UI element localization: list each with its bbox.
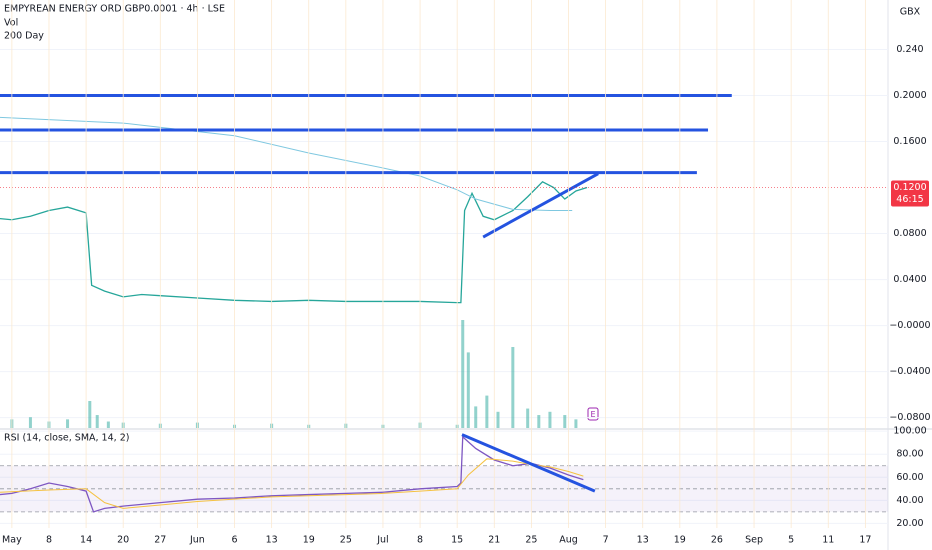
y-tick-label: 60.00 [896,472,923,483]
volume-bar [548,411,552,428]
volume-bar [574,419,578,428]
price-tag [891,180,929,207]
currency: GBX [900,7,921,18]
volume-bar [88,401,92,428]
x-tick-label: 17 [859,535,871,546]
x-tick-label: 25 [525,535,537,546]
y-tick-label: 40.00 [896,495,923,506]
x-tick-label: 27 [154,535,166,546]
volume-bar [496,411,500,428]
x-tick-label: 15 [451,535,463,546]
x-tick-label: 7 [603,535,609,546]
x-tick-label: 19 [674,535,686,546]
volume-bar [461,320,465,428]
indicator-label: 200 Day [4,31,44,42]
volume-bar [563,415,567,428]
y-tick-label: 0.0800 [893,228,926,239]
x-tick-label: Aug [559,535,578,546]
indicator-label: Vol [4,18,18,29]
y-tick-label: −0.0000 [889,320,930,331]
earnings-icon[interactable] [587,407,599,421]
series-line [0,458,584,509]
y-tick-label: 100.00 [893,426,926,437]
x-tick-label: 19 [303,535,315,546]
x-tick-label: 5 [788,535,794,546]
volume-bar [526,408,530,428]
x-tick-label: 14 [80,535,92,546]
x-tick-label: 13 [637,535,649,546]
volume-bar [66,419,70,428]
earnings-label[interactable]: E [590,410,595,419]
x-tick-label: 6 [232,535,238,546]
x-tick-label: 21 [488,535,500,546]
x-tick-label: 8 [417,535,423,546]
volume-bar [537,415,541,428]
x-tick-label: 20 [117,535,129,546]
price-tag-label: 0.1200 [893,182,926,193]
volume-bar [106,421,110,428]
x-tick-label: 26 [711,535,723,546]
volume-bar [474,406,478,428]
volume-bar [511,347,515,428]
price-countdown: 46:15 [896,194,923,205]
y-tick-label: −0.0400 [889,366,930,377]
trendline [461,433,596,493]
y-tick-label: 0.2000 [893,90,926,101]
x-tick-label: 25 [340,535,352,546]
x-tick-label: 11 [822,535,834,546]
x-tick-label: 8 [46,535,52,546]
volume-bar [28,417,32,428]
y-tick-label: 80.00 [896,449,923,460]
x-tick-label: 13 [266,535,278,546]
chart-title: EMPYREAN ENERGY ORD GBP0.0001 · 4h · LSE [4,4,225,15]
volume-bar [466,352,470,428]
volume-bar [485,395,489,428]
volume-bar [95,415,99,428]
indicator-title: RSI (14, close, SMA, 14, 2) [4,433,129,444]
y-tick-label: −0.0800 [889,412,930,423]
y-tick-label: 0.0400 [893,274,926,285]
x-tick-label: Jun [189,535,205,546]
x-tick-label: May [2,535,22,546]
trendline [482,172,599,239]
x-tick-label: Jul [376,535,388,546]
y-tick-label: 0.1600 [893,136,926,147]
y-tick-label: 0.240 [896,44,923,55]
y-tick-label: 20.00 [896,518,923,529]
x-tick-label: Sep [745,535,763,546]
series-line [0,435,584,513]
